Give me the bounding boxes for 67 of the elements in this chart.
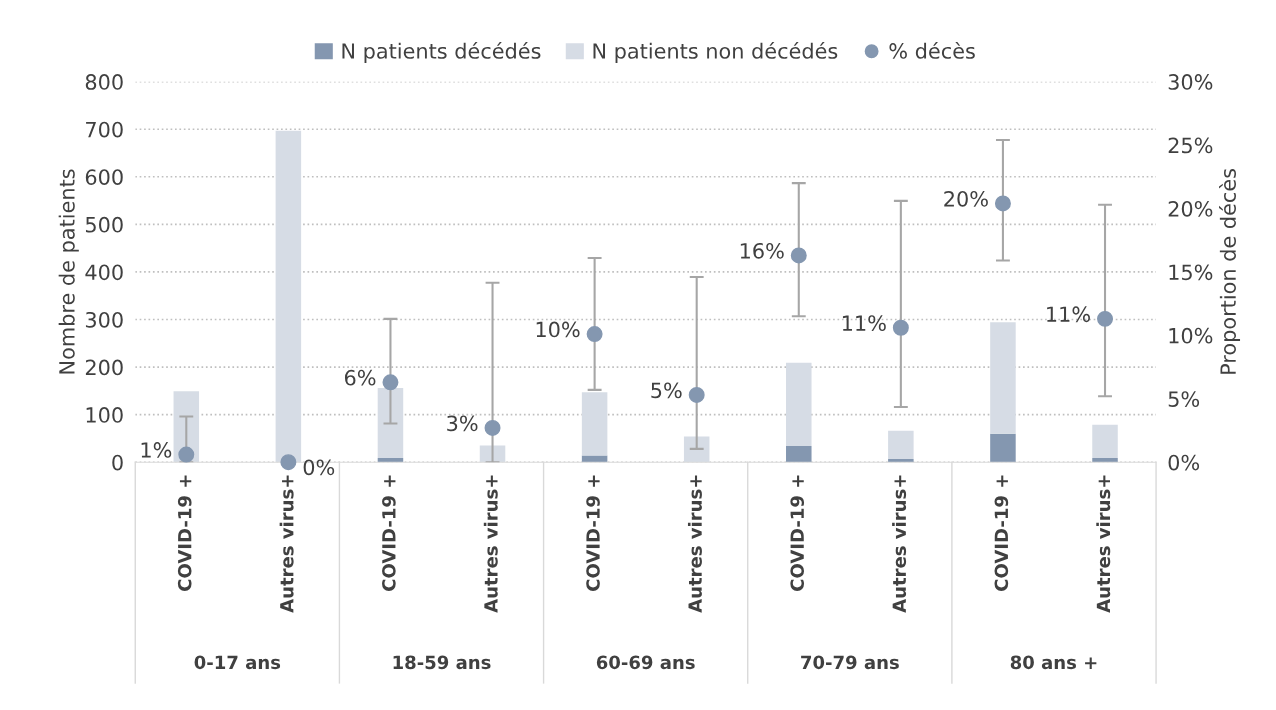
y-tick-label: 700 — [86, 121, 123, 138]
y-tick-label: 500 — [85, 216, 123, 233]
point — [280, 454, 297, 471]
data-label: 10% — [536, 321, 580, 338]
y2-tick-label: 20% — [1168, 200, 1213, 217]
x-tick-label: Autres virus+ — [279, 475, 294, 613]
data-label: 3% — [447, 415, 478, 432]
y2-tick-label: 25% — [1168, 137, 1213, 154]
y2-tick-label: 5% — [1168, 391, 1200, 407]
y2-tick-label: 0% — [1168, 454, 1200, 471]
text: 80 ans + — [1010, 655, 1097, 670]
point — [688, 386, 705, 403]
x-tick-label: COVID-19 + — [586, 475, 600, 591]
text: 0-17 ans — [194, 655, 281, 670]
y-tick-label: 0 — [112, 454, 123, 471]
legend-label: N patients non décédés — [593, 41, 838, 63]
bar — [1092, 457, 1118, 463]
legend-label: % décès — [889, 41, 975, 59]
point — [586, 326, 603, 343]
bar — [990, 322, 1016, 434]
y2-tick-label: 30% — [1168, 74, 1213, 90]
point — [790, 247, 807, 264]
x-tick-label: Autres virus+ — [687, 475, 702, 613]
bar — [377, 388, 404, 458]
data-label: 20% — [944, 190, 988, 207]
y-tick-label: 600 — [85, 169, 123, 185]
bar — [377, 457, 404, 463]
text: 60-69 ans — [596, 655, 695, 670]
point — [1097, 310, 1113, 327]
y-tick-label: 100 — [86, 407, 123, 423]
x-tick-label: Autres virus+ — [892, 475, 907, 613]
bar — [786, 362, 812, 447]
data-label: 1% — [141, 442, 172, 458]
point — [178, 446, 195, 463]
bar — [888, 430, 914, 459]
data-label: 11% — [1047, 306, 1090, 323]
data-label: 16% — [740, 242, 784, 259]
data-label: 11% — [842, 315, 886, 332]
point — [994, 195, 1011, 212]
y2-axis-title: Proportion de décès — [1219, 168, 1241, 374]
bar — [990, 433, 1016, 463]
point — [892, 319, 909, 336]
y2-tick-label: 15% — [1169, 264, 1213, 281]
y-axis-title: Nombre de patients — [58, 169, 79, 374]
x-tick-label: Autres virus+ — [1096, 475, 1111, 613]
x-tick-label: Autres virus+ — [483, 475, 498, 613]
bar — [888, 458, 914, 463]
y-tick-label: 200 — [85, 359, 123, 376]
x-tick-label: COVID-19 + — [994, 475, 1009, 591]
bar — [1092, 424, 1118, 458]
point — [484, 419, 501, 436]
y2-tick-label: 10% — [1169, 327, 1213, 344]
data-label: 0% — [303, 459, 335, 476]
bar — [581, 392, 608, 456]
x-tick-label: COVID-19 + — [177, 475, 192, 591]
x-tick-label: COVID-19 + — [382, 475, 396, 591]
x-tick-label: COVID-19 + — [790, 475, 805, 591]
point — [382, 374, 399, 391]
y-tick-label: 300 — [85, 311, 123, 328]
text: 18-59 ans — [393, 655, 491, 670]
text: 70-79 ans — [801, 655, 899, 670]
legend-label: N patients décédés — [342, 41, 541, 63]
y-tick-label: 800 — [85, 74, 123, 90]
bar — [786, 446, 812, 463]
data-label: 5% — [651, 382, 682, 399]
data-label: 6% — [344, 369, 376, 386]
y-tick-label: 400 — [85, 264, 123, 281]
